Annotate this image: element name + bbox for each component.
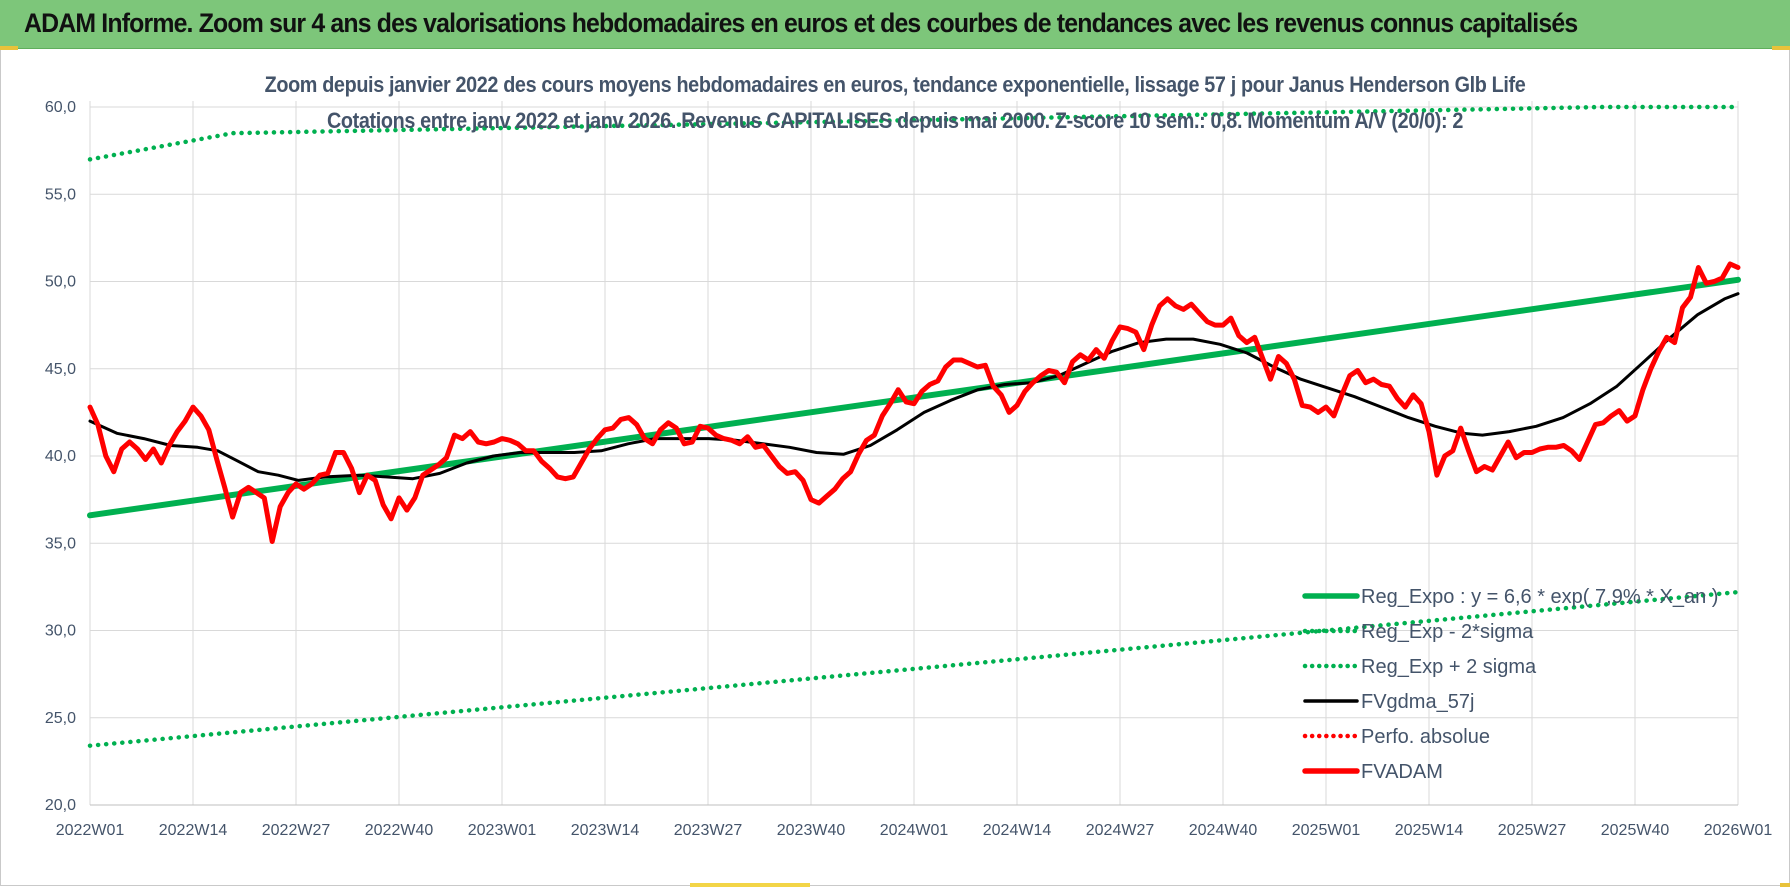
banner-title: ADAM Informe. Zoom sur 4 ans des valoris… — [24, 8, 1578, 38]
x-axis-ticks: 2022W01 2022W14 2022W27 2022W40 2023W01 2023W… — [56, 822, 1773, 839]
x-tick-label: 2023W01 — [468, 822, 537, 839]
x-tick-label: 2024W27 — [1086, 822, 1155, 839]
legend-label: Perfo. absolue — [1361, 726, 1490, 748]
x-tick-label: 2023W27 — [674, 822, 743, 839]
x-tick-label: 2022W40 — [365, 822, 434, 839]
series-line-fvadam — [87, 261, 1741, 544]
x-tick-label: 2023W40 — [777, 822, 846, 839]
chart-title: Zoom depuis janvier 2022 des cours moyen… — [264, 72, 1526, 97]
x-tick-label: 2022W27 — [262, 822, 331, 839]
legend: Reg_Expo : y = 6,6 * exp( 7,9% * X_an ) R… — [1302, 586, 1718, 783]
corner-accent — [1780, 883, 1790, 887]
legend-label: FVADAM — [1361, 761, 1443, 783]
x-tick-label: 2022W14 — [159, 822, 228, 839]
series-line-fvgdma-57j — [88, 292, 1740, 482]
y-tick-label: 20,0 — [45, 797, 76, 814]
series-line-reg-exp-2-sigma — [87, 589, 1741, 748]
x-tick-label: 2025W40 — [1601, 822, 1670, 839]
y-tick-label: 25,0 — [45, 710, 76, 727]
legend-label: Reg_Exp - 2*sigma — [1361, 621, 1534, 643]
y-tick-label: 60,0 — [45, 99, 76, 116]
grid-lines — [89, 101, 1739, 806]
legend-label: Reg_Exp + 2 sigma — [1361, 656, 1537, 678]
corner-accent — [0, 46, 18, 50]
x-tick-label: 2024W40 — [1189, 822, 1258, 839]
y-tick-label: 50,0 — [45, 274, 76, 291]
y-axis-ticks: 20,0 25,0 30,0 35,0 40,0 45,0 50,0 55,0 60,0 — [45, 99, 76, 814]
x-tick-label: 2022W01 — [56, 822, 125, 839]
legend-label: Reg_Expo : y = 6,6 * exp( 7,9% * X_an ) — [1361, 586, 1718, 608]
y-tick-label: 30,0 — [45, 623, 76, 640]
x-tick-label: 2025W27 — [1498, 822, 1567, 839]
x-tick-label: 2025W01 — [1292, 822, 1361, 839]
report-banner: ADAM Informe. Zoom sur 4 ans des valoris… — [0, 0, 1790, 49]
y-tick-label: 45,0 — [45, 361, 76, 378]
x-tick-label: 2024W14 — [983, 822, 1052, 839]
x-tick-label: 2023W14 — [571, 822, 640, 839]
x-tick-label: 2025W14 — [1395, 822, 1464, 839]
corner-accent — [1772, 46, 1790, 50]
legend-label: FVgdma_57j — [1361, 691, 1474, 713]
series-lines — [87, 104, 1741, 748]
bottom-accent — [690, 883, 810, 887]
y-tick-label: 35,0 — [45, 535, 76, 552]
x-tick-label: 2024W01 — [880, 822, 949, 839]
series-line-reg-exp-2-sigma — [87, 104, 1741, 162]
x-tick-label: 2026W01 — [1704, 822, 1773, 839]
chart-subtitle: Cotations entre janv 2022 et janv 2026. … — [326, 108, 1464, 133]
y-tick-label: 40,0 — [45, 448, 76, 465]
y-tick-label: 55,0 — [45, 186, 76, 203]
